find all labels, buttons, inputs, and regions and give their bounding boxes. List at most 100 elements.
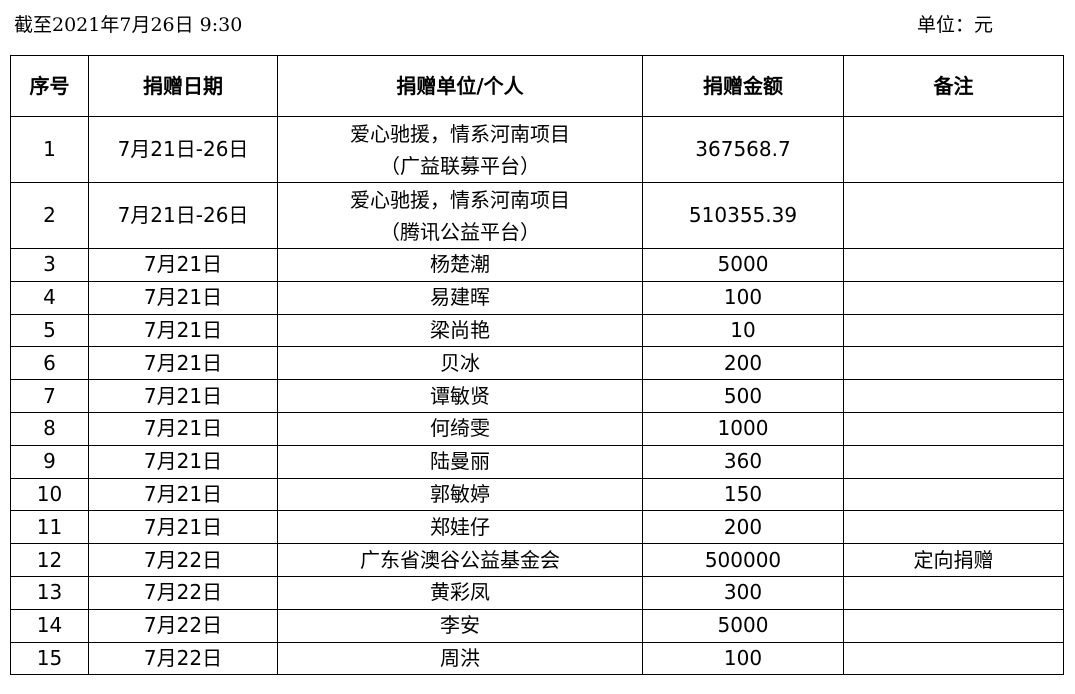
cell-amount: 500 [642,379,844,413]
donation-table: 序号 捐赠日期 捐赠单位/个人 捐赠金额 备注 1 7月21日-26日 爱心驰援，情… [10,55,1064,676]
cell-no: 6 [10,346,89,381]
cell-amount: 5000 [642,248,844,282]
table-row: 2 7月21日-26日 爱心驰援，情系河南项目 （腾讯公益平台） 510355.39 [10,182,1064,249]
cell-donor: 杨楚潮 [277,248,643,282]
table-row: 10 7月21日 郭敏婷 150 [10,477,1064,512]
cell-no: 2 [10,182,89,249]
as-of-date: 截至2021年7月26日 9:30 [14,14,243,36]
cell-note [843,280,1064,315]
cell-note [843,510,1064,545]
cell-date: 7月21日-26日 [88,116,278,183]
cell-note [843,248,1064,282]
col-header-note: 备注 [843,55,1064,117]
donor-platform: （腾讯公益平台） [380,219,540,244]
cell-note [843,346,1064,381]
cell-date: 7月21日 [88,248,278,282]
cell-note [843,313,1064,348]
cell-no: 4 [10,280,89,315]
cell-note [843,444,1064,479]
cell-donor: 贝冰 [277,346,643,381]
cell-note [843,116,1064,183]
cell-date: 7月21日 [88,346,278,381]
cell-amount: 360 [642,444,844,479]
table-row: 14 7月22日 李安 5000 [10,608,1064,643]
cell-no: 3 [10,248,89,282]
col-header-donor: 捐赠单位/个人 [277,55,643,117]
cell-donor: 陆曼丽 [277,444,643,479]
cell-no: 11 [10,510,89,545]
table-row: 15 7月22日 周洪 100 [10,641,1064,676]
cell-date: 7月21日 [88,313,278,348]
col-header-date: 捐赠日期 [88,55,278,117]
cell-amount: 100 [642,641,844,676]
cell-amount: 500000 [642,543,844,577]
cell-date: 7月22日 [88,543,278,577]
cell-note [843,411,1064,446]
cell-note [843,182,1064,249]
cell-note [843,641,1064,676]
cell-donor: 广东省澳谷公益基金会 [277,543,643,577]
header-row: 序号 捐赠日期 捐赠单位/个人 捐赠金额 备注 [10,55,1064,117]
table-row: 12 7月22日 广东省澳谷公益基金会 500000 定向捐赠 [10,543,1064,577]
table-row: 5 7月21日 梁尚艳 10 [10,313,1064,348]
table-row: 11 7月21日 郑娃仔 200 [10,510,1064,545]
cell-note [843,477,1064,512]
col-header-no: 序号 [10,55,89,117]
table-row: 9 7月21日 陆曼丽 360 [10,444,1064,479]
cell-amount: 150 [642,477,844,512]
cell-donor: 郑娃仔 [277,510,643,545]
cell-no: 9 [10,444,89,479]
cell-donor: 李安 [277,608,643,643]
cell-donor: 谭敏贤 [277,379,643,413]
cell-note [843,575,1064,610]
cell-date: 7月21日 [88,444,278,479]
cell-no: 12 [10,543,89,577]
table-row: 4 7月21日 易建晖 100 [10,280,1064,315]
cell-date: 7月21日 [88,510,278,545]
cell-no: 5 [10,313,89,348]
cell-no: 1 [10,116,89,183]
cell-no: 7 [10,379,89,413]
cell-donor: 黄彩凤 [277,575,643,610]
cell-date: 7月22日 [88,575,278,610]
cell-no: 15 [10,641,89,676]
cell-date: 7月21日 [88,280,278,315]
table-row: 3 7月21日 杨楚潮 5000 [10,248,1064,282]
table-row: 13 7月22日 黄彩凤 300 [10,575,1064,610]
cell-date: 7月21日 [88,411,278,446]
cell-donor: 梁尚艳 [277,313,643,348]
table-row: 7 7月21日 谭敏贤 500 [10,379,1064,413]
table-row: 1 7月21日-26日 爱心驰援，情系河南项目 （广益联募平台） 367568.7 [10,116,1064,183]
cell-amount: 367568.7 [642,116,844,183]
cell-amount: 5000 [642,608,844,643]
cell-no: 14 [10,608,89,643]
donor-line: 爱心驰援，情系河南项目 [350,121,570,146]
cell-donor: 爱心驰援，情系河南项目 （腾讯公益平台） [277,182,643,249]
cell-amount: 510355.39 [642,182,844,249]
cell-amount: 1000 [642,411,844,446]
cell-note [843,379,1064,413]
cell-note [843,608,1064,643]
cell-amount: 10 [642,313,844,348]
cell-donor: 何绮雯 [277,411,643,446]
cell-amount: 200 [642,346,844,381]
cell-amount: 200 [642,510,844,545]
donor-platform: （广益联募平台） [380,153,540,178]
table-row: 6 7月21日 贝冰 200 [10,346,1064,381]
cell-date: 7月22日 [88,641,278,676]
cell-no: 13 [10,575,89,610]
cell-date: 7月21日 [88,379,278,413]
unit-label: 单位：元 [917,14,994,36]
cell-donor: 爱心驰援，情系河南项目 （广益联募平台） [277,116,643,183]
cell-date: 7月21日-26日 [88,182,278,249]
cell-date: 7月21日 [88,477,278,512]
cell-note: 定向捐赠 [843,543,1064,577]
col-header-amount: 捐赠金额 [642,55,844,117]
cell-donor: 郭敏婷 [277,477,643,512]
cell-donor: 周洪 [277,641,643,676]
cell-no: 8 [10,411,89,446]
cell-amount: 300 [642,575,844,610]
cell-donor: 易建晖 [277,280,643,315]
donor-line: 爱心驰援，情系河南项目 [350,187,570,212]
cell-date: 7月22日 [88,608,278,643]
